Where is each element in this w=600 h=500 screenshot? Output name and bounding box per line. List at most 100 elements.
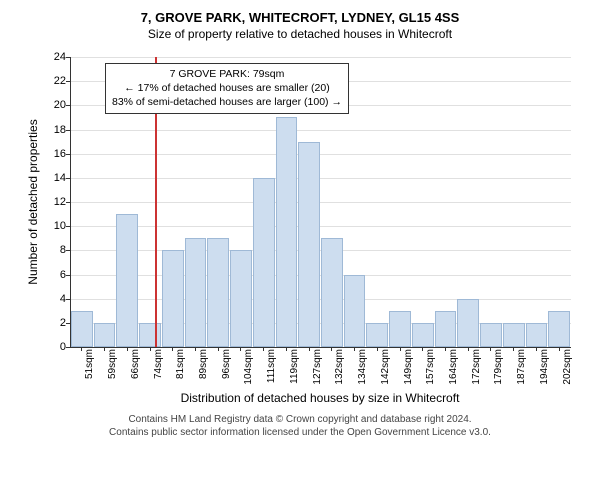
chart-title: 7, GROVE PARK, WHITECROFT, LYDNEY, GL15 … [10, 10, 590, 25]
xtick-label: 74sqm [153, 349, 164, 389]
bar [526, 323, 548, 347]
xtick-label: 157sqm [425, 349, 436, 389]
xtick-label: 111sqm [266, 349, 277, 389]
ytick-label: 20 [36, 99, 66, 111]
bar [94, 323, 116, 347]
xtick-label: 179sqm [493, 349, 504, 389]
xtick-mark [445, 347, 446, 351]
xtick-label: 187sqm [516, 349, 527, 389]
xtick-label: 132sqm [334, 349, 345, 389]
ytick-label: 24 [36, 51, 66, 63]
bar [435, 311, 457, 347]
grid-line [71, 202, 571, 203]
ytick-label: 12 [36, 196, 66, 208]
xtick-mark [513, 347, 514, 351]
ytick-mark [66, 299, 70, 300]
ytick-mark [66, 81, 70, 82]
info-box: 7 GROVE PARK: 79sqm← 17% of detached hou… [105, 63, 349, 114]
ytick-label: 18 [36, 124, 66, 136]
bar [276, 117, 298, 347]
footer: Contains HM Land Registry data © Crown c… [10, 413, 590, 439]
xtick-mark [490, 347, 491, 351]
xtick-label: 134sqm [357, 349, 368, 389]
grid-line [71, 226, 571, 227]
ytick-label: 2 [36, 317, 66, 329]
xtick-label: 66sqm [130, 349, 141, 389]
bar [480, 323, 502, 347]
xtick-label: 89sqm [198, 349, 209, 389]
xtick-label: 96sqm [221, 349, 232, 389]
footer-line-2: Contains public sector information licen… [10, 426, 590, 439]
ytick-label: 14 [36, 172, 66, 184]
xtick-mark [263, 347, 264, 351]
ytick-label: 4 [36, 293, 66, 305]
bar [207, 238, 229, 347]
xtick-label: 172sqm [471, 349, 482, 389]
grid-line [71, 130, 571, 131]
xtick-label: 127sqm [312, 349, 323, 389]
ytick-mark [66, 250, 70, 251]
xtick-label: 59sqm [107, 349, 118, 389]
xtick-mark [172, 347, 173, 351]
xtick-label: 164sqm [448, 349, 459, 389]
xtick-mark [127, 347, 128, 351]
bar [162, 250, 184, 347]
info-box-line: ← 17% of detached houses are smaller (20… [112, 81, 342, 95]
bar [116, 214, 138, 347]
ytick-mark [66, 105, 70, 106]
bar [366, 323, 388, 347]
grid-line [71, 154, 571, 155]
xtick-mark [286, 347, 287, 351]
ytick-mark [66, 130, 70, 131]
xtick-label: 149sqm [403, 349, 414, 389]
ytick-label: 6 [36, 269, 66, 281]
bar [344, 275, 366, 348]
xtick-mark [331, 347, 332, 351]
info-box-line: 83% of semi-detached houses are larger (… [112, 95, 342, 109]
chart-subtitle: Size of property relative to detached ho… [10, 27, 590, 41]
bar [185, 238, 207, 347]
bar [457, 299, 479, 347]
info-box-line: 7 GROVE PARK: 79sqm [112, 67, 342, 81]
ytick-mark [66, 154, 70, 155]
bar [71, 311, 93, 347]
xtick-mark [468, 347, 469, 351]
ytick-mark [66, 226, 70, 227]
bar [412, 323, 434, 347]
ytick-mark [66, 57, 70, 58]
xtick-label: 119sqm [289, 349, 300, 389]
plot-area: 7 GROVE PARK: 79sqm← 17% of detached hou… [70, 57, 571, 348]
xtick-mark [195, 347, 196, 351]
xtick-mark [559, 347, 560, 351]
x-axis-label: Distribution of detached houses by size … [70, 391, 570, 405]
xtick-mark [150, 347, 151, 351]
ytick-mark [66, 178, 70, 179]
xtick-label: 81sqm [175, 349, 186, 389]
xtick-mark [354, 347, 355, 351]
xtick-mark [377, 347, 378, 351]
bar [389, 311, 411, 347]
xtick-mark [240, 347, 241, 351]
ytick-mark [66, 347, 70, 348]
bar [139, 323, 161, 347]
bar [321, 238, 343, 347]
xtick-mark [104, 347, 105, 351]
bar [298, 142, 320, 347]
xtick-label: 51sqm [84, 349, 95, 389]
ytick-label: 22 [36, 75, 66, 87]
bar [503, 323, 525, 347]
ytick-label: 8 [36, 244, 66, 256]
ytick-mark [66, 202, 70, 203]
bar [230, 250, 252, 347]
xtick-mark [422, 347, 423, 351]
ytick-label: 10 [36, 220, 66, 232]
grid-line [71, 178, 571, 179]
chart-container: Number of detached properties 7 GROVE PA… [20, 47, 580, 407]
ytick-mark [66, 275, 70, 276]
footer-line-1: Contains HM Land Registry data © Crown c… [10, 413, 590, 426]
xtick-mark [400, 347, 401, 351]
xtick-label: 194sqm [539, 349, 550, 389]
ytick-label: 16 [36, 148, 66, 160]
xtick-mark [309, 347, 310, 351]
bar [548, 311, 570, 347]
